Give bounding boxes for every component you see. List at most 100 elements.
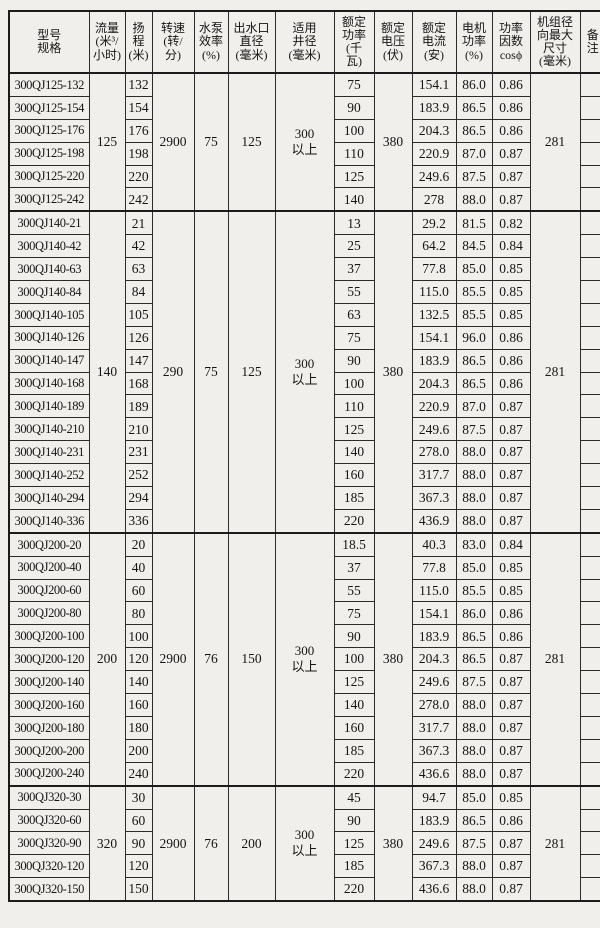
model-cell: 300QJ140-126 bbox=[8, 325, 90, 350]
head-cell: 60 bbox=[124, 808, 153, 833]
remark-cell bbox=[579, 647, 600, 672]
motor-eff-cell: 86.5 bbox=[455, 348, 493, 373]
head-cell: 147 bbox=[124, 348, 153, 373]
motor-eff-cell: 87.5 bbox=[455, 831, 493, 856]
remark-cell bbox=[579, 693, 600, 717]
power-cell: 37 bbox=[333, 555, 375, 580]
remark-cell bbox=[579, 348, 600, 373]
model-cell: 300QJ320-60 bbox=[8, 808, 90, 833]
remark-cell bbox=[579, 394, 600, 419]
current-cell: 29.2 bbox=[411, 210, 457, 236]
cos-cell: 0.87 bbox=[491, 693, 531, 717]
power-cell: 160 bbox=[333, 715, 375, 740]
table-body: 300QJ125-132 125 132 2900 75 125 300 以上 75 380 154… bbox=[8, 71, 600, 902]
table-row: 300QJ200-80 80 75 154.1 86.0 0.86 bbox=[8, 601, 600, 626]
motor-eff-cell: 96.0 bbox=[455, 325, 493, 350]
pump-eff-cell: 75 bbox=[193, 210, 229, 534]
table-row: 300QJ140-168 168 100 204.3 86.5 0.86 bbox=[8, 371, 600, 396]
cos-cell: 0.87 bbox=[491, 394, 531, 419]
current-cell: 278.0 bbox=[411, 440, 457, 465]
table-row: 300QJ140-336 336 220 436.9 88.0 0.87 bbox=[8, 508, 600, 534]
head-cell: 231 bbox=[124, 440, 153, 465]
model-cell: 300QJ140-21 bbox=[8, 210, 90, 236]
model-cell: 300QJ125-176 bbox=[8, 118, 90, 143]
model-cell: 300QJ320-120 bbox=[8, 854, 90, 879]
current-cell: 367.3 bbox=[411, 854, 457, 879]
cos-cell: 0.86 bbox=[491, 601, 531, 626]
table-row: 300QJ200-100 100 90 183.9 86.5 0.86 bbox=[8, 624, 600, 649]
motor-eff-cell: 88.0 bbox=[455, 761, 493, 787]
table-row: 300QJ140-294 294 185 367.3 88.0 0.87 bbox=[8, 486, 600, 510]
remark-cell bbox=[579, 761, 600, 787]
col-header-cos: 功率 因数 cosϕ bbox=[491, 10, 531, 74]
model-cell: 300QJ125-220 bbox=[8, 164, 90, 189]
head-cell: 40 bbox=[124, 555, 153, 580]
power-cell: 220 bbox=[333, 877, 375, 902]
model-cell: 300QJ200-20 bbox=[8, 531, 90, 557]
table-row: 300QJ200-140 140 125 249.6 87.5 0.87 bbox=[8, 670, 600, 695]
outlet-cell: 200 bbox=[227, 784, 276, 902]
head-cell: 242 bbox=[124, 187, 153, 212]
model-cell: 300QJ140-231 bbox=[8, 440, 90, 465]
head-cell: 120 bbox=[124, 854, 153, 879]
model-cell: 300QJ140-294 bbox=[8, 486, 90, 510]
table-row: 300QJ140-42 42 25 64.2 84.5 0.84 bbox=[8, 234, 600, 259]
remark-cell bbox=[579, 325, 600, 350]
remark-cell bbox=[579, 670, 600, 695]
cos-cell: 0.86 bbox=[491, 95, 531, 120]
current-cell: 220.9 bbox=[411, 394, 457, 419]
speed-cell: 2900 bbox=[151, 531, 195, 787]
table-row: 300QJ320-30 320 30 2900 76 200 300 以上 45 380 94.7 8… bbox=[8, 784, 600, 902]
power-cell: 185 bbox=[333, 486, 375, 510]
power-cell: 90 bbox=[333, 95, 375, 120]
header-row: 型号 规格 流量 (米³/小时) 扬程 (米) 转速 (转/分) 水泵 效率 (%) 出水口 直径 (毫米… bbox=[8, 10, 600, 74]
current-cell: 183.9 bbox=[411, 808, 457, 833]
cos-cell: 0.85 bbox=[491, 302, 531, 327]
remark-cell bbox=[579, 118, 600, 143]
current-cell: 204.3 bbox=[411, 647, 457, 672]
model-cell: 300QJ140-189 bbox=[8, 394, 90, 419]
current-cell: 249.6 bbox=[411, 164, 457, 189]
current-cell: 154.1 bbox=[411, 71, 457, 97]
power-cell: 25 bbox=[333, 234, 375, 259]
current-cell: 183.9 bbox=[411, 624, 457, 649]
table-row: 300QJ200-20 200 20 2900 76 150 300 以上 18.5 380 40.… bbox=[8, 531, 600, 787]
model-cell: 300QJ140-42 bbox=[8, 234, 90, 259]
col-header-outlet: 出水口 直径 (毫米) bbox=[227, 10, 276, 74]
model-cell: 300QJ200-240 bbox=[8, 761, 90, 787]
power-cell: 90 bbox=[333, 348, 375, 373]
current-cell: 154.1 bbox=[411, 325, 457, 350]
table-row: 300QJ125-220 220 125 249.6 87.5 0.87 bbox=[8, 164, 600, 189]
motor-eff-cell: 88.0 bbox=[455, 440, 493, 465]
remark-cell bbox=[579, 187, 600, 212]
col-header-max-dim: 机组径 向最大 尺寸 (毫米) bbox=[529, 10, 581, 74]
head-cell: 140 bbox=[124, 670, 153, 695]
max-dim-cell: 281 bbox=[529, 210, 581, 534]
speed-cell: 2900 bbox=[151, 71, 195, 212]
remark-cell bbox=[579, 463, 600, 488]
current-cell: 317.7 bbox=[411, 463, 457, 488]
current-cell: 204.3 bbox=[411, 371, 457, 396]
head-cell: 105 bbox=[124, 302, 153, 327]
power-cell: 220 bbox=[333, 508, 375, 534]
head-cell: 84 bbox=[124, 280, 153, 304]
model-cell: 300QJ125-132 bbox=[8, 71, 90, 97]
cos-cell: 0.86 bbox=[491, 71, 531, 97]
motor-eff-cell: 88.0 bbox=[455, 693, 493, 717]
table-row: 300QJ200-200 200 185 367.3 88.0 0.87 bbox=[8, 738, 600, 763]
max-dim-cell: 281 bbox=[529, 71, 581, 212]
cos-cell: 0.85 bbox=[491, 578, 531, 603]
power-cell: 90 bbox=[333, 624, 375, 649]
model-cell: 300QJ320-90 bbox=[8, 831, 90, 856]
pump-spec-table: 型号 规格 流量 (米³/小时) 扬程 (米) 转速 (转/分) 水泵 效率 (%) 出水口 直径 (毫米… bbox=[8, 10, 600, 903]
power-cell: 100 bbox=[333, 371, 375, 396]
motor-eff-cell: 88.0 bbox=[455, 854, 493, 879]
current-cell: 249.6 bbox=[411, 417, 457, 442]
cos-cell: 0.87 bbox=[491, 761, 531, 787]
current-cell: 317.7 bbox=[411, 715, 457, 740]
motor-eff-cell: 86.5 bbox=[455, 371, 493, 396]
motor-eff-cell: 85.0 bbox=[455, 784, 493, 810]
motor-eff-cell: 88.0 bbox=[455, 486, 493, 510]
head-cell: 220 bbox=[124, 164, 153, 189]
